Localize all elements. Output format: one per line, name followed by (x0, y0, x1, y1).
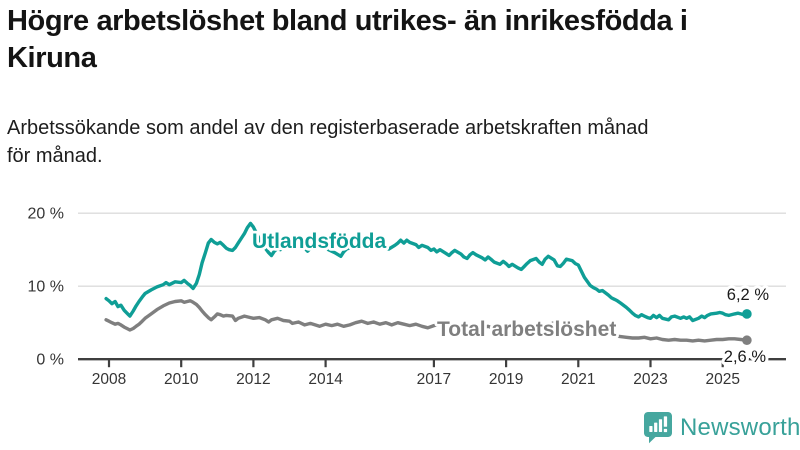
x-tick-label: 2019 (489, 371, 523, 388)
newsworthy-logo: Newsworthy (643, 411, 800, 444)
series-label-utlandsfodda: Utlandsfödda (252, 230, 386, 253)
page-title: Högre arbetslöshet bland utrikes- än inr… (7, 3, 688, 77)
end-value-label-total: 2,6 % (724, 348, 767, 366)
subtitle-line1: Arbetssökande som andel av den registerb… (7, 117, 649, 139)
end-dot-utlandsfodda (742, 309, 752, 319)
end-dot-total (742, 335, 752, 346)
chart-subtitle: Arbetssökande som andel av den registerb… (7, 114, 649, 170)
x-tick-label: 2023 (633, 371, 667, 388)
x-tick-label: 2017 (417, 371, 451, 388)
y-tick-label: 0 % (36, 352, 64, 369)
newsworthy-logo-text: Newsworthy (680, 413, 800, 441)
x-tick-label: 2014 (308, 371, 343, 388)
x-tick-label: 2012 (236, 371, 270, 388)
x-tick-label: 2021 (561, 371, 595, 388)
series-line-total (104, 299, 749, 343)
subtitle-line2: för månad. (7, 145, 103, 167)
series-line-utlandsfodda (104, 221, 749, 323)
title-line2: Kiruna (7, 42, 97, 74)
y-tick-label: 20 % (28, 206, 64, 223)
end-value-label-utlandsfodda: 6,2 % (727, 286, 770, 304)
x-tick-label: 2025 (705, 371, 739, 388)
newsworthy-logo-icon (644, 412, 672, 444)
axes: 20 % 10 % 0 % 2008 2010 2012 2014 2017 2019 2021 2… (28, 206, 786, 388)
y-tick-label: 10 % (28, 279, 64, 296)
x-tick-label: 2010 (164, 371, 199, 388)
series-lines (104, 221, 752, 346)
series-label-total-arbetsloshet: Total arbetslöshet (437, 318, 616, 341)
title-line1: Högre arbetslöshet bland utrikes- än inr… (7, 5, 688, 37)
x-tick-label: 2008 (92, 371, 126, 388)
